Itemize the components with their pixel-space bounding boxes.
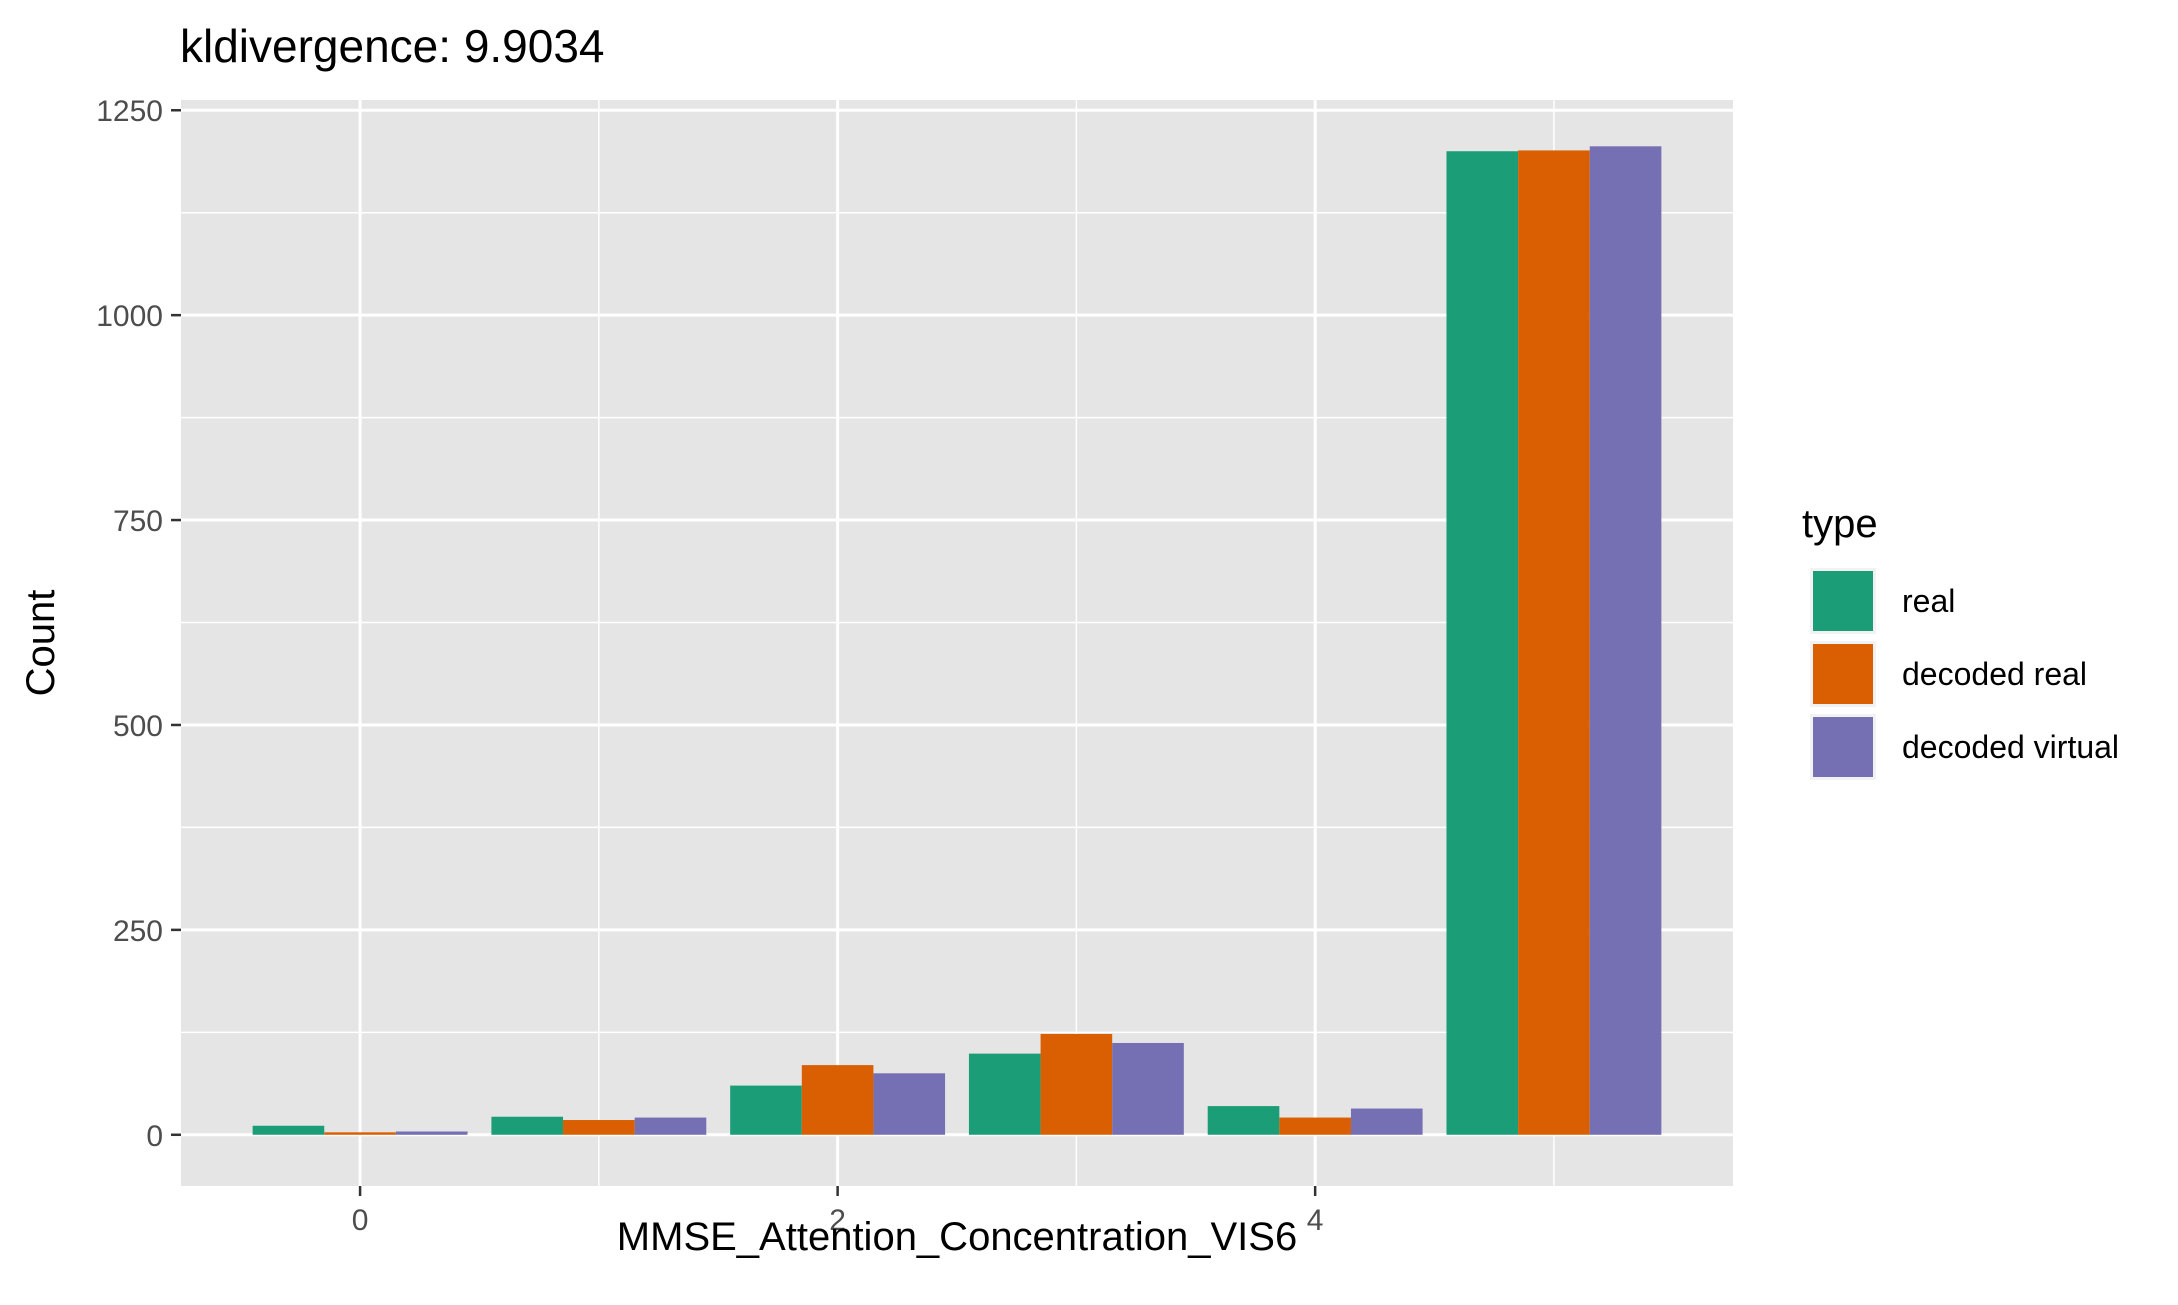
y-tick-label: 0 xyxy=(146,1120,163,1153)
bar xyxy=(968,1053,1041,1135)
y-tick-label: 1250 xyxy=(96,95,163,128)
bar xyxy=(1207,1106,1280,1135)
x-tick-label: 4 xyxy=(1307,1204,1324,1237)
bar xyxy=(1112,1042,1184,1135)
x-tick-label: 0 xyxy=(352,1204,369,1237)
y-tick-label: 500 xyxy=(113,710,163,743)
legend-swatch xyxy=(1813,717,1873,777)
legend: type real decoded real decoded virtual xyxy=(1802,502,2119,780)
y-tick-label: 1000 xyxy=(96,300,163,333)
bar xyxy=(1589,146,1662,1135)
bar xyxy=(634,1117,707,1135)
y-axis: 0 250 500 750 1000 1250 xyxy=(96,95,181,1153)
chart-title: kldivergence: 9.9034 xyxy=(180,20,605,72)
x-tick-label: 2 xyxy=(829,1204,846,1237)
legend-swatch xyxy=(1813,571,1873,631)
legend-label: decoded real xyxy=(1902,656,2087,692)
bar xyxy=(801,1065,874,1135)
bar xyxy=(491,1116,564,1135)
bar xyxy=(563,1120,635,1135)
legend-swatch xyxy=(1813,644,1873,704)
bar xyxy=(730,1085,802,1135)
bar xyxy=(395,1131,468,1135)
bar xyxy=(1446,151,1519,1135)
bars xyxy=(252,146,1662,1135)
bar xyxy=(1518,150,1590,1135)
bar xyxy=(1350,1108,1423,1135)
bar xyxy=(873,1073,946,1135)
bar xyxy=(1040,1033,1113,1135)
y-tick-label: 250 xyxy=(113,915,163,948)
y-tick-label: 750 xyxy=(113,505,163,538)
bar xyxy=(324,1132,396,1135)
legend-label: decoded virtual xyxy=(1902,729,2119,765)
bar xyxy=(1279,1117,1351,1135)
y-axis-title: Count xyxy=(19,590,63,697)
legend-title: type xyxy=(1802,502,1878,546)
bar xyxy=(252,1125,325,1135)
legend-label: real xyxy=(1902,583,1955,619)
x-axis: 0 2 4 xyxy=(352,1186,1324,1237)
x-axis-title: MMSE_Attention_Concentration_VIS6 xyxy=(617,1215,1297,1259)
